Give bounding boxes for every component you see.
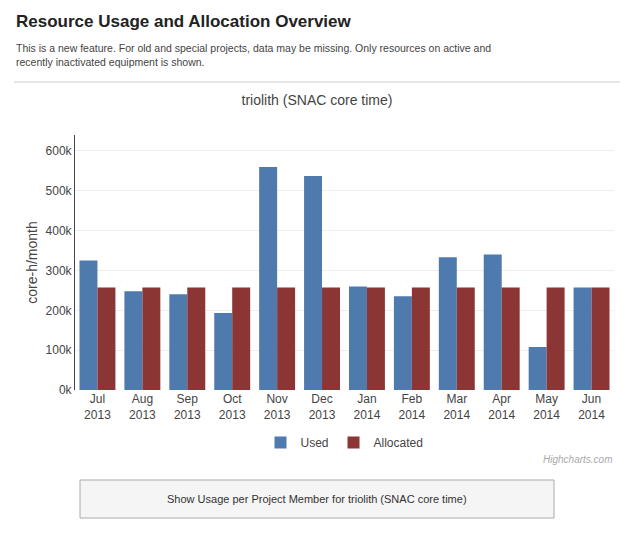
svg-text:Nov2013: Nov2013 [264,392,291,422]
svg-text:Aug2013: Aug2013 [129,392,156,422]
svg-text:Jun2014: Jun2014 [578,392,605,422]
svg-text:300k: 300k [46,264,73,278]
svg-text:200k: 200k [46,304,73,318]
svg-text:This is a new feature. For old: This is a new feature. For old and speci… [16,42,491,68]
svg-text:Jan2014: Jan2014 [354,392,381,422]
svg-text:Allocated: Allocated [374,436,423,450]
svg-text:Apr2014: Apr2014 [488,392,515,422]
svg-text:600k: 600k [46,144,73,158]
svg-text:Feb2014: Feb2014 [399,392,426,422]
svg-text:May2014: May2014 [533,392,560,422]
svg-text:triolith (SNAC core time): triolith (SNAC core time) [242,92,393,108]
svg-text:100k: 100k [46,343,73,357]
svg-text:Highcharts.com: Highcharts.com [543,454,612,465]
svg-text:Mar2014: Mar2014 [443,392,470,422]
svg-text:Resource Usage and Allocation: Resource Usage and Allocation Overview [16,12,352,31]
svg-text:Show Usage per Project Member: Show Usage per Project Member for trioli… [167,493,467,505]
svg-text:Dec2013: Dec2013 [309,392,336,422]
svg-text:Sep2013: Sep2013 [174,392,201,422]
svg-text:400k: 400k [46,224,73,238]
svg-text:Jul2013: Jul2013 [84,392,111,422]
svg-text:core-h/month: core-h/month [24,221,40,303]
svg-text:Oct2013: Oct2013 [219,392,246,422]
svg-text:500k: 500k [46,184,73,198]
svg-text:0k: 0k [59,383,73,397]
svg-text:Used: Used [301,436,329,450]
